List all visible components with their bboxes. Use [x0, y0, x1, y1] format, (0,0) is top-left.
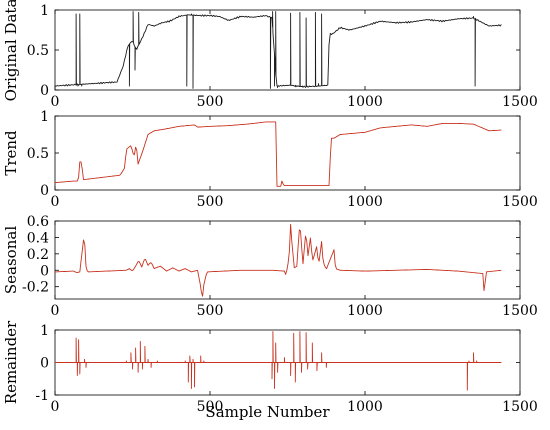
plot-frame [54, 9, 521, 91]
x-tick-label: 1000 [347, 194, 383, 210]
y-tick-label: 0.5 [27, 146, 49, 162]
plot-frame [54, 115, 521, 191]
x-tick-label: 1500 [502, 94, 538, 110]
x-tick-label: 0 [51, 194, 60, 210]
y-axis-label: Trend [2, 130, 20, 176]
y-tick-label: -1 [35, 388, 49, 404]
panel-1: 0 500 1000 1500 0 0.5 1 Original Data [2, 0, 538, 110]
x-tick-label: 1000 [347, 399, 383, 415]
y-tick-label: 1 [40, 323, 49, 339]
x-tick-label: 1500 [502, 303, 538, 319]
y-tick-label: 0 [40, 356, 49, 372]
y-axis-label: Remainder [2, 320, 20, 404]
y-tick-label: 0.2 [27, 247, 49, 263]
y-tick-label: 0.4 [27, 230, 49, 246]
y-tick-label: 0 [40, 183, 49, 199]
series-line [54, 11, 502, 89]
x-tick-label: 0 [51, 94, 60, 110]
x-tick-label: 1500 [502, 399, 538, 415]
y-axis-label: Original Data [2, 0, 20, 101]
x-tick-label: 0 [51, 303, 60, 319]
y-tick-label: 0 [40, 83, 49, 99]
y-axis-label: Seasonal [2, 226, 20, 294]
x-tick-label: 500 [197, 94, 224, 110]
panel-2: 0 500 1000 1500 0 0.5 1 Trend [2, 109, 538, 210]
series-line [54, 121, 502, 187]
x-axis-label: Sample Number [205, 403, 330, 421]
x-tick-label: 0 [51, 399, 60, 415]
y-tick-label: 0.6 [27, 214, 49, 230]
y-tick-label: -0.2 [22, 280, 49, 296]
y-tick-label: 1 [40, 3, 49, 19]
x-tick-label: 1500 [502, 194, 538, 210]
x-tick-label: 500 [197, 399, 224, 415]
series-line [55, 223, 502, 297]
series-line [55, 331, 502, 391]
x-tick-label: 500 [197, 303, 224, 319]
y-tick-label: 1 [40, 109, 49, 125]
plot-frame [54, 220, 521, 300]
y-tick-label: 0.5 [27, 43, 49, 59]
x-tick-label: 1000 [347, 303, 383, 319]
x-tick-label: 500 [197, 194, 224, 210]
y-tick-label: 0 [40, 263, 49, 279]
x-tick-label: 1000 [347, 94, 383, 110]
